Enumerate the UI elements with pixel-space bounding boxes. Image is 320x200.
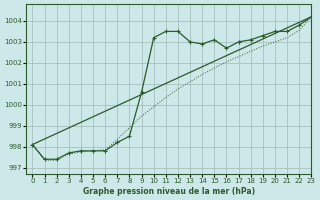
X-axis label: Graphe pression niveau de la mer (hPa): Graphe pression niveau de la mer (hPa) (83, 187, 255, 196)
